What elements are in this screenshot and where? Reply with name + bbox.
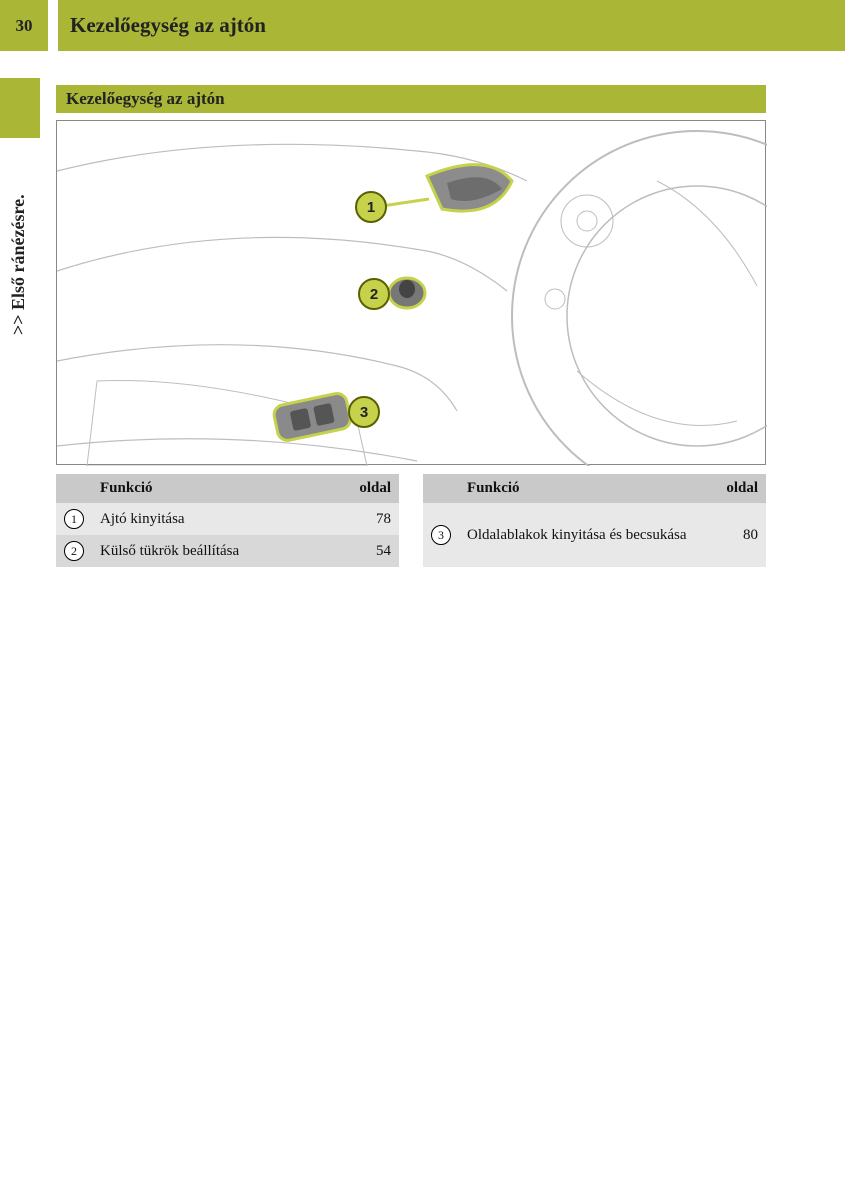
row-index-icon: 3 <box>423 503 459 567</box>
side-section-label: >> Első ránézésre. <box>8 295 29 335</box>
function-tables: Funkció oldal 1 Ajtó kinyitása 78 2 Küls… <box>56 474 766 567</box>
top-bar-divider <box>48 0 58 51</box>
row-page: 54 <box>341 535 399 567</box>
callout-3-label: 3 <box>360 404 368 421</box>
table-row: 1 Ajtó kinyitása 78 <box>56 503 399 535</box>
page-title: Kezelőegység az ajtón <box>70 0 266 51</box>
row-index-icon: 1 <box>56 503 92 535</box>
table-row: 3 Oldalablakok kinyitása és becsukása 80 <box>423 503 766 567</box>
table-header-blank <box>423 474 459 503</box>
row-index-icon: 2 <box>56 535 92 567</box>
row-page: 78 <box>341 503 399 535</box>
function-table-left: Funkció oldal 1 Ajtó kinyitása 78 2 Küls… <box>56 474 399 567</box>
table-header-page: oldal <box>341 474 399 503</box>
table-row: 2 Külső tükrök beállítása 54 <box>56 535 399 567</box>
page-number: 30 <box>0 0 48 51</box>
section-header: Kezelőegység az ajtón <box>56 85 766 113</box>
side-tab <box>0 78 40 138</box>
row-page: 80 <box>708 503 766 567</box>
row-function: Külső tükrök beállítása <box>92 535 341 567</box>
callout-1-label: 1 <box>367 199 375 216</box>
table-header-function: Funkció <box>459 474 708 503</box>
table-header-function: Funkció <box>92 474 341 503</box>
table-header-blank <box>56 474 92 503</box>
row-function: Ajtó kinyitása <box>92 503 341 535</box>
door-controls-diagram: 1 2 3 <box>56 120 766 465</box>
function-table-right: Funkció oldal 3 Oldalablakok kinyitása é… <box>423 474 766 567</box>
diagram-svg: 1 2 3 <box>57 121 767 466</box>
table-header-page: oldal <box>708 474 766 503</box>
row-function: Oldalablakok kinyitása és becsukása <box>459 503 708 567</box>
callout-2-label: 2 <box>370 286 378 303</box>
